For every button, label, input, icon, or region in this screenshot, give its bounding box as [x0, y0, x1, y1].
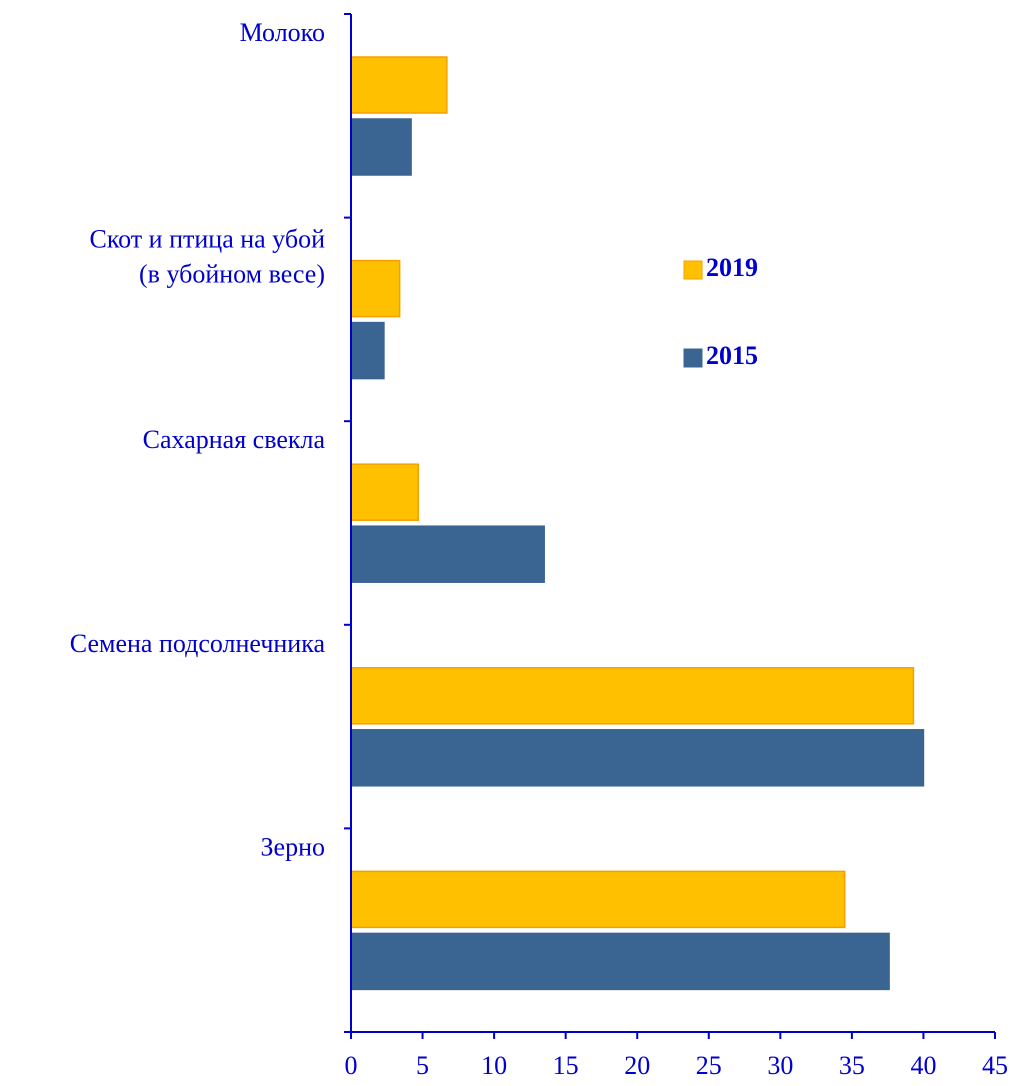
legend-swatch: [683, 260, 703, 280]
legend-label: 2015: [706, 341, 758, 370]
legend-label: 2019: [706, 253, 758, 282]
category-label: Сахарная свекла: [143, 425, 326, 454]
bar: [350, 118, 412, 176]
x-tick-label: 30: [767, 1051, 793, 1080]
bar: [350, 932, 890, 991]
bar: [350, 870, 846, 929]
bar: [350, 667, 915, 725]
category-label: Скот и птица на убой (в убойном весе): [90, 225, 326, 289]
legend-swatch: [683, 348, 703, 368]
category-label: Молоко: [240, 18, 325, 47]
x-tick-label: 20: [624, 1051, 650, 1080]
category-label: Семена подсолнечника: [70, 629, 326, 658]
bar: [350, 729, 925, 787]
x-tick-label: 35: [839, 1051, 865, 1080]
x-tick-label: 0: [345, 1051, 358, 1080]
bar: [350, 259, 401, 318]
x-tick-label: 15: [553, 1051, 579, 1080]
bar: [350, 56, 448, 114]
bar: [350, 525, 545, 583]
category-label: Зерно: [261, 832, 325, 861]
bar: [350, 321, 385, 380]
x-tick-label: 10: [481, 1051, 507, 1080]
x-tick-label: 45: [982, 1051, 1008, 1080]
bar: [350, 463, 420, 521]
x-tick-label: 40: [910, 1051, 936, 1080]
x-tick-label: 5: [416, 1051, 429, 1080]
x-tick-label: 25: [696, 1051, 722, 1080]
